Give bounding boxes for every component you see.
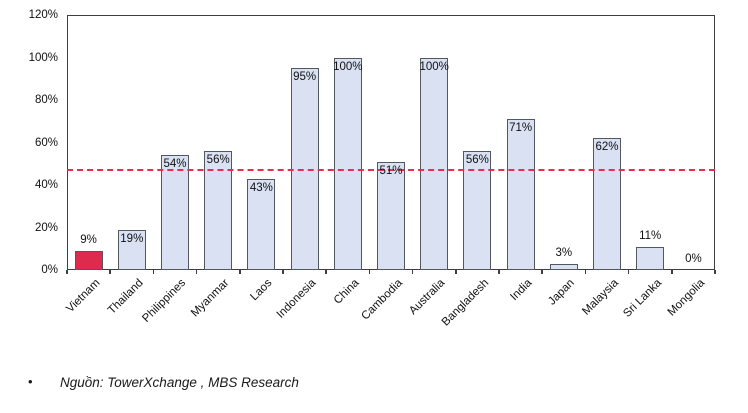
x-axis-tick <box>541 270 543 274</box>
bar-philippines <box>161 155 189 270</box>
x-axis-tick <box>325 270 327 274</box>
y-axis-label: 80% <box>34 94 58 106</box>
y-axis-label: 0% <box>41 264 58 276</box>
x-axis-tick <box>66 270 68 274</box>
y-axis-label: 120% <box>28 9 58 21</box>
bar-japan <box>549 263 578 270</box>
bar-laos <box>247 178 276 270</box>
bar-australia <box>420 57 449 270</box>
x-axis-tick <box>584 270 587 274</box>
bar-indonesia <box>290 68 319 270</box>
x-axis-tick <box>411 270 414 274</box>
bullet-icon: • <box>28 374 33 389</box>
x-axis-tick <box>455 270 457 274</box>
bar-thailand <box>117 229 146 270</box>
reference-dashed-line <box>67 169 715 172</box>
x-axis-tick <box>282 270 284 274</box>
y-axis-label: 20% <box>34 221 58 234</box>
source-text: Nguồn: TowerXchange , MBS Research <box>60 375 299 390</box>
bar-china <box>333 57 362 270</box>
bar-india <box>506 119 535 270</box>
x-axis-tick <box>195 270 198 274</box>
bar-sri-lanka <box>636 246 665 270</box>
bar-vietnam <box>74 250 103 270</box>
y-axis-label: 60% <box>34 136 58 149</box>
bar-malaysia <box>593 138 621 270</box>
x-axis-tick <box>671 270 673 274</box>
x-axis-tick <box>152 270 155 274</box>
x-axis-tick <box>239 270 241 274</box>
x-axis-tick <box>109 270 111 274</box>
y-axis-label: 40% <box>34 179 58 191</box>
y-axis-label: 100% <box>28 51 58 64</box>
x-axis-tick <box>368 270 371 274</box>
x-axis-tick <box>714 270 716 274</box>
bar-cambodia <box>377 161 405 270</box>
x-axis-tick <box>498 270 500 274</box>
x-axis-tick <box>627 270 630 274</box>
